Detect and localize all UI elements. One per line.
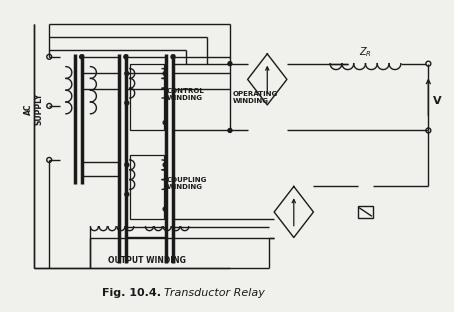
Text: $Z_R$: $Z_R$ (359, 45, 372, 59)
Text: COUPLING
WINDING: COUPLING WINDING (167, 178, 207, 191)
Circle shape (171, 55, 175, 59)
Text: AC
SUPPLY: AC SUPPLY (24, 93, 43, 125)
Circle shape (228, 62, 232, 66)
Text: OPERATING
WINDING: OPERATING WINDING (233, 90, 278, 104)
Circle shape (124, 55, 128, 59)
Text: Transductor Relay: Transductor Relay (164, 288, 265, 298)
Text: OUTPUT WINDING: OUTPUT WINDING (108, 256, 185, 265)
Circle shape (79, 55, 84, 59)
Bar (130, 155, 164, 219)
Bar (130, 64, 164, 130)
Text: V: V (433, 96, 442, 106)
Bar (358, 206, 373, 218)
Text: Fig. 10.4.: Fig. 10.4. (102, 288, 161, 298)
Text: CONTROL
WINDING: CONTROL WINDING (167, 88, 205, 101)
Circle shape (228, 129, 232, 132)
